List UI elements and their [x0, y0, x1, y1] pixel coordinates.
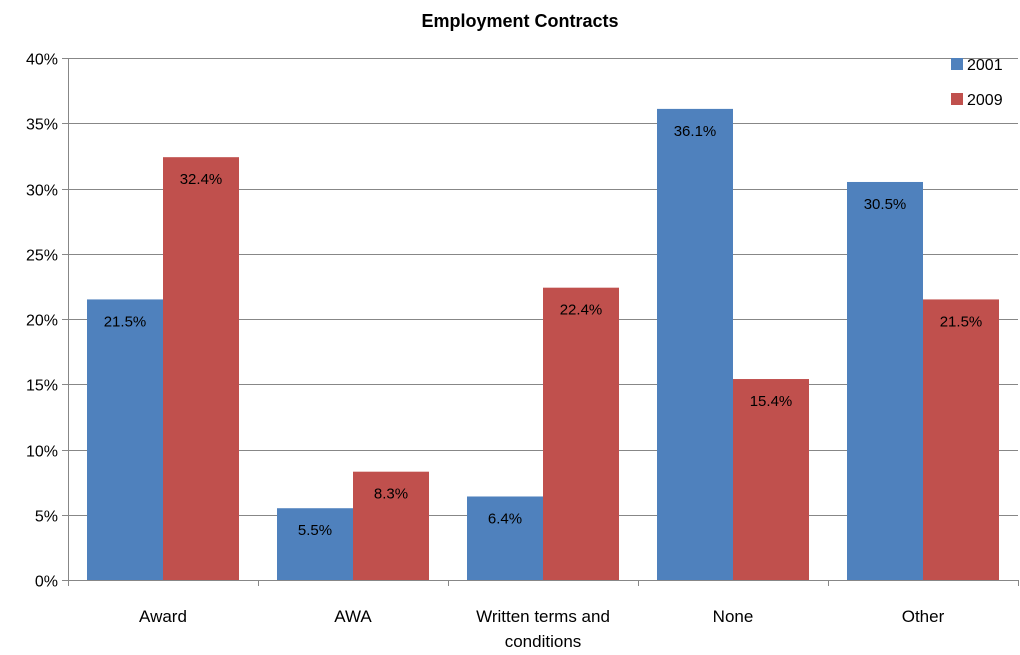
chart-title: Employment Contracts [421, 11, 618, 31]
y-tick-label: 30% [26, 183, 58, 200]
y-tick-label: 5% [35, 509, 58, 526]
y-tick-label: 0% [35, 574, 58, 591]
y-tick-label: 35% [26, 117, 58, 134]
data-label: 8.3% [374, 486, 408, 503]
bars [87, 108, 999, 581]
x-category-label: None [713, 607, 754, 626]
x-category-label: conditions [505, 632, 582, 651]
x-category-label: Award [139, 607, 187, 626]
data-label: 21.5% [104, 313, 147, 330]
x-category-label: AWA [334, 607, 372, 626]
x-category-label: Written terms and [476, 607, 610, 626]
axes [68, 58, 1019, 586]
data-label: 36.1% [674, 123, 717, 140]
data-label: 32.4% [180, 171, 223, 188]
legend-swatch [951, 93, 963, 105]
legend-label: 2009 [967, 92, 1003, 109]
legend-swatch [951, 58, 963, 70]
bar-2001 [467, 496, 543, 580]
data-label: 22.4% [560, 302, 603, 319]
bar-2009 [733, 379, 809, 580]
bar-2001 [847, 181, 923, 580]
data-label: 21.5% [940, 313, 983, 330]
bar-2009 [353, 471, 429, 580]
data-label: 15.4% [750, 393, 793, 410]
bar-2001 [657, 108, 733, 581]
bar-2009 [543, 287, 619, 580]
data-labels: 21.5% 32.4% 5.5% 8.3% 6.4% 22.4% 36.1% 15.4% 30.… [104, 123, 983, 539]
bar-2009 [923, 299, 999, 580]
y-tick-label: 20% [26, 313, 58, 330]
y-axis-ticks: 0% 5% 10% 15% 20% 25% 30% 35% 40% [26, 52, 68, 591]
legend: 2001 2009 [951, 57, 1003, 109]
bar-2009 [163, 157, 239, 580]
y-tick-label: 10% [26, 444, 58, 461]
x-axis-categories: Award AWA Written terms and conditions None O… [139, 607, 945, 651]
data-label: 6.4% [488, 510, 522, 527]
data-label: 30.5% [864, 196, 907, 213]
y-tick-label: 25% [26, 248, 58, 265]
bar-2001 [277, 508, 353, 580]
bar-2001 [87, 299, 163, 580]
y-tick-label: 15% [26, 378, 58, 395]
legend-label: 2001 [967, 57, 1003, 74]
x-category-label: Other [902, 607, 945, 626]
y-tick-label: 40% [26, 52, 58, 69]
data-label: 5.5% [298, 522, 332, 539]
